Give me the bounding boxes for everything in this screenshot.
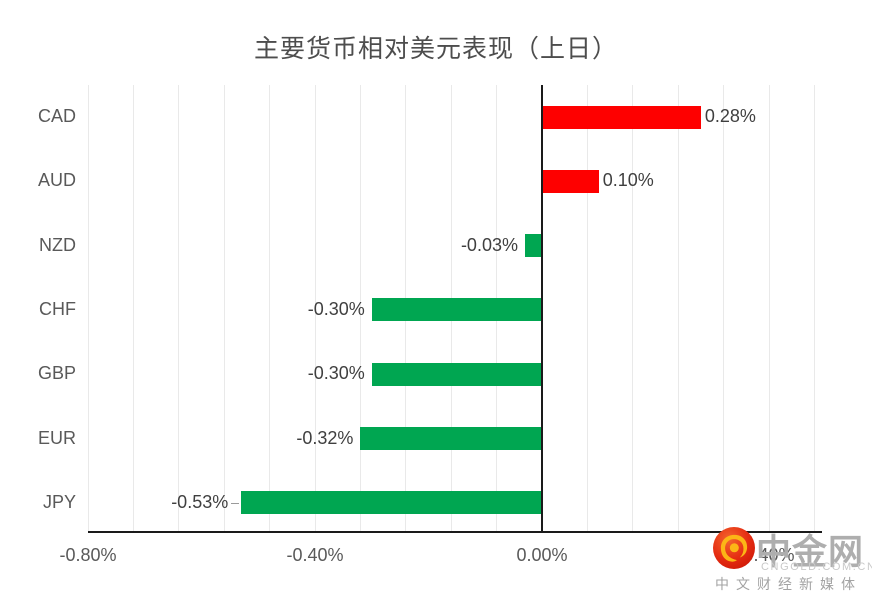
- category-label-nzd: NZD: [39, 234, 76, 255]
- gridline: [632, 85, 634, 531]
- category-label-jpy: JPY: [42, 491, 76, 512]
- bar-cad: [542, 105, 701, 129]
- x-tick-label-080: -0.80%: [59, 545, 117, 565]
- x-tick-label-040: 0.40%: [743, 545, 795, 565]
- gridline: [359, 85, 361, 531]
- bar-eur: [360, 427, 542, 450]
- value-label-gbp: -0.30%: [307, 363, 365, 384]
- bar-gbp: [371, 362, 542, 386]
- gridline: [178, 85, 180, 531]
- watermark-url-text: CNGOLD.COM.CN: [761, 561, 872, 573]
- value-label-jpy: -0.53%: [171, 491, 229, 512]
- label-leader-line-jpy: [231, 502, 240, 504]
- watermark-brand-text: 中金网: [756, 533, 865, 572]
- watermark-tagline-text: 中文财经新媒体: [715, 576, 862, 592]
- bar-nzd: [524, 234, 542, 258]
- x-tick-label-040: -0.40%: [286, 545, 344, 565]
- cngold-watermark: 中金网 CNGOLD.COM.CN 中文财经新媒体: [713, 525, 872, 592]
- category-label-cad: CAD: [37, 106, 76, 126]
- value-label-eur: -0.32%: [296, 427, 354, 448]
- gridline: [223, 85, 225, 531]
- gridline: [314, 85, 316, 531]
- value-label-cad: 0.28%: [704, 106, 756, 126]
- value-label-chf: -0.30%: [307, 298, 365, 319]
- category-label-gbp: GBP: [37, 363, 76, 384]
- category-label-aud: AUD: [37, 170, 76, 191]
- value-label-nzd: -0.03%: [460, 234, 518, 255]
- x-axis-line: [88, 531, 822, 533]
- category-label-chf: CHF: [39, 298, 76, 319]
- gridline: [677, 85, 679, 531]
- x-tick-label-000: 0.00%: [516, 545, 568, 565]
- gridline: [132, 85, 134, 531]
- cngold-logo-icon: [713, 527, 755, 569]
- bar-aud: [542, 169, 599, 193]
- chart-title: 主要货币相对美元表现（上日）: [253, 34, 618, 63]
- bar-chf: [371, 298, 542, 322]
- gridline: [768, 85, 770, 531]
- gridline: [87, 85, 89, 531]
- zero-axis-line: [541, 85, 543, 531]
- category-label-eur: EUR: [37, 427, 76, 448]
- gridline: [723, 85, 725, 531]
- bar-jpy: [241, 491, 542, 515]
- gridline: [813, 85, 815, 531]
- value-label-aud: 0.10%: [602, 170, 654, 191]
- gridline: [269, 85, 271, 531]
- gridline: [586, 85, 588, 531]
